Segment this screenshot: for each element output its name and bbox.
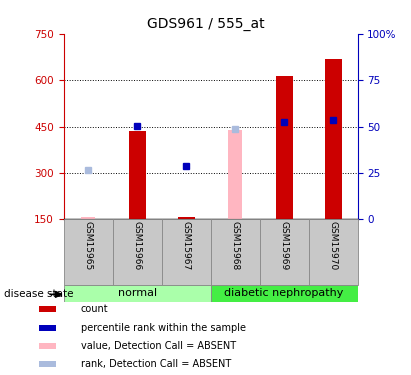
Bar [211,285,358,302]
Bar [228,130,242,219]
Text: GSM15965: GSM15965 [84,221,93,271]
Text: GSM15967: GSM15967 [182,221,191,271]
Text: GSM15968: GSM15968 [231,221,240,271]
Text: rank, Detection Call = ABSENT: rank, Detection Call = ABSENT [81,359,231,369]
Text: disease state: disease state [4,290,74,299]
Bar [113,219,162,285]
Bar [64,219,113,285]
Bar [39,306,56,312]
Text: GDS961 / 555_at: GDS961 / 555_at [147,17,264,32]
Bar [129,131,146,219]
Text: diabetic nephropathy: diabetic nephropathy [224,288,344,298]
Bar [275,76,293,219]
Bar [211,219,260,285]
Bar [325,58,342,219]
Text: GSM15966: GSM15966 [133,221,142,271]
Bar [64,285,210,302]
Text: percentile rank within the sample: percentile rank within the sample [81,323,246,333]
Bar [260,219,309,285]
Bar [309,219,358,285]
Text: value, Detection Call = ABSENT: value, Detection Call = ABSENT [81,341,236,351]
Text: count: count [81,304,109,314]
Bar [81,217,95,219]
Bar [39,325,56,331]
Text: normal: normal [118,288,157,298]
Bar [162,219,211,285]
Text: GSM15969: GSM15969 [279,221,289,271]
Bar [178,217,195,219]
Bar [39,343,56,349]
Bar [39,361,56,367]
Text: GSM15970: GSM15970 [328,221,337,271]
